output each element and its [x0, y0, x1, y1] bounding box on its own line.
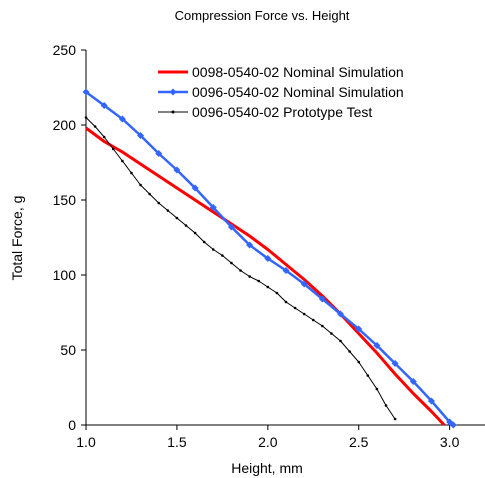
- axis-ticks: 1.0 1.5 2.0 2.5 3.0 0 50 100 150 200 250: [53, 42, 460, 450]
- data-point: [82, 88, 90, 96]
- y-axis-label: Total Force, g: [9, 196, 25, 281]
- data-point: [227, 223, 235, 231]
- x-tick-label: 1.0: [76, 434, 96, 450]
- data-point: [264, 255, 272, 262]
- data-point: [100, 102, 108, 109]
- data-point: [157, 201, 161, 205]
- legend-marker: [171, 110, 175, 114]
- data-point: [209, 204, 217, 211]
- y-tick-label: 0: [68, 417, 76, 433]
- data-point: [111, 147, 115, 151]
- legend-item: 0096-0540-02 Prototype Test: [158, 104, 372, 120]
- data-point: [284, 300, 288, 304]
- data-point: [427, 397, 435, 405]
- data-point: [248, 275, 251, 278]
- data-point: [449, 421, 457, 429]
- data-point: [148, 192, 151, 196]
- data-point: [137, 132, 145, 139]
- data-point: [373, 342, 381, 349]
- data-point: [139, 183, 142, 187]
- data-point: [175, 216, 179, 220]
- data-point: [118, 115, 126, 123]
- data-point: [211, 248, 215, 251]
- x-tick-label: 3.0: [440, 434, 460, 450]
- legend-item: 0096-0540-02 Nominal Simulation: [158, 84, 404, 100]
- x-tick-label: 2.0: [258, 434, 278, 450]
- legend-label: 0096-0540-02 Prototype Test: [192, 104, 372, 120]
- legend-item: 0098-0540-02 Nominal Simulation: [158, 64, 404, 80]
- data-point: [230, 261, 233, 265]
- data-point: [384, 404, 388, 407]
- data-point: [275, 291, 279, 295]
- series-lines: [82, 88, 457, 429]
- series-3: [84, 116, 397, 421]
- x-tick-label: 2.5: [349, 434, 369, 450]
- data-point: [246, 241, 254, 249]
- y-tick-label: 250: [53, 42, 77, 58]
- data-point: [302, 312, 306, 316]
- data-point: [366, 374, 370, 377]
- legend-marker: [169, 88, 177, 96]
- chart-title: Compression Force vs. Height: [175, 8, 350, 23]
- series-1: [85, 126, 446, 427]
- x-tick-label: 1.5: [167, 434, 187, 450]
- data-point: [173, 166, 181, 174]
- data-point: [102, 135, 106, 139]
- data-point: [355, 325, 363, 333]
- data-point: [166, 209, 170, 212]
- legend: 0098-0540-02 Nominal Simulation 0096-0540…: [158, 64, 404, 120]
- data-point: [282, 267, 290, 274]
- legend-label: 0096-0540-02 Nominal Simulation: [192, 84, 404, 100]
- legend-label: 0098-0540-02 Nominal Simulation: [192, 64, 404, 80]
- y-tick-label: 50: [60, 342, 76, 358]
- data-point: [266, 285, 270, 289]
- data-point: [221, 254, 224, 257]
- x-axis-label: Height, mm: [231, 460, 303, 476]
- data-point: [191, 184, 199, 192]
- data-point: [184, 224, 188, 227]
- data-point: [391, 360, 399, 367]
- data-point: [337, 310, 345, 318]
- data-point: [375, 387, 379, 391]
- data-point: [257, 279, 261, 283]
- data-point: [121, 159, 124, 163]
- data-point: [130, 171, 133, 175]
- data-point: [293, 306, 297, 310]
- data-point: [339, 339, 342, 343]
- series-2: [82, 88, 457, 429]
- data-point: [155, 150, 163, 157]
- plot-area: [85, 50, 485, 426]
- data-point: [318, 295, 326, 303]
- data-point: [193, 231, 197, 235]
- y-tick-label: 200: [53, 117, 77, 133]
- data-point: [84, 116, 88, 119]
- data-point: [357, 360, 361, 364]
- series-line: [85, 90, 455, 426]
- data-point: [311, 318, 315, 322]
- y-tick-label: 100: [53, 267, 77, 283]
- series-line: [85, 126, 446, 427]
- data-point: [93, 125, 97, 128]
- data-point: [393, 417, 397, 421]
- y-tick-label: 150: [53, 192, 77, 208]
- data-point: [321, 324, 324, 328]
- data-point: [239, 269, 242, 272]
- series-line: [85, 117, 396, 420]
- data-point: [202, 240, 206, 244]
- data-point: [330, 332, 333, 335]
- data-point: [409, 378, 417, 385]
- data-point: [300, 280, 308, 288]
- data-point: [348, 350, 351, 353]
